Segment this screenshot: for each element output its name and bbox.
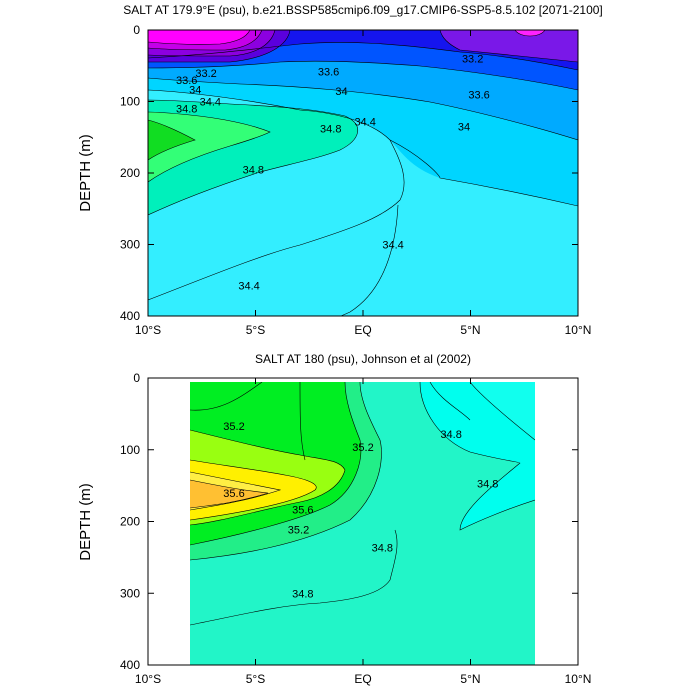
bottom-xtick-label: 10°S [135, 672, 161, 686]
bottom-panel: SALT AT 180 (psu), Johnson et al (2002) [77, 352, 591, 686]
top-line-34-4 [148, 89, 405, 301]
top-title: SALT AT 179.9°E (psu), b.e21.BSSP585cmip… [123, 3, 603, 17]
bottom-ytick-label: 300 [120, 586, 140, 600]
bottom-contour-label: 34.8 [440, 429, 461, 441]
bottom-contour-label: 34.8 [477, 478, 498, 490]
top-contour-label: 34 [189, 84, 201, 96]
top-fill-max [515, 30, 545, 36]
top-xtick-label: 5°N [460, 323, 480, 337]
top-ylabel: DEPTH (m) [77, 134, 94, 212]
top-fill-31-2 [148, 30, 250, 45]
top-axes: 10°S 5°S EQ 5°N 10°N 0 100 200 300 400 [120, 23, 591, 337]
top-fill-35-6 [148, 120, 195, 160]
top-ytick-label: 0 [133, 23, 140, 37]
bottom-xtick-label: 5°S [246, 672, 265, 686]
bottom-contour-label: 35.2 [352, 442, 373, 454]
top-line-33-2 [148, 42, 578, 71]
bottom-ytick-label: 0 [133, 371, 140, 385]
bot-line-35-4 [190, 382, 362, 546]
bottom-contour-label: 35.6 [292, 504, 313, 516]
top-line-33-6 [148, 60, 578, 91]
top-contour-label: 34 [335, 86, 347, 98]
bottom-contour-fill [190, 382, 535, 665]
bottom-ylabel: DEPTH (m) [77, 483, 94, 561]
bottom-xtick-label: EQ [354, 672, 371, 686]
top-contour-label: 34.4 [238, 280, 259, 292]
bottom-title: SALT AT 180 (psu), Johnson et al (2002) [255, 352, 471, 366]
top-contour-label: 33.6 [468, 89, 489, 101]
bottom-contour-label: 35.2 [288, 524, 309, 536]
top-contour-label: 33.6 [318, 66, 339, 78]
bottom-xtick-label: 5°N [460, 672, 480, 686]
bot-line-34-8 [190, 529, 398, 626]
top-xtick-label: EQ [354, 323, 371, 337]
bottom-contour-labels: 35.2 35.2 34.8 35.6 34.8 35.6 35.2 34.8 34.8 [223, 421, 498, 600]
bottom-ytick-label: 200 [120, 515, 140, 529]
top-contour-label: 34.8 [320, 124, 341, 136]
top-contour-label: 34.4 [382, 240, 403, 252]
bot-line-35-2 [190, 382, 382, 561]
bottom-contour-lines [190, 382, 535, 626]
bottom-contour-label: 34.8 [372, 542, 393, 554]
top-xtick-label: 10°S [135, 323, 161, 337]
top-xtick-label: 5°S [246, 323, 265, 337]
top-xtick-label: 10°N [565, 323, 592, 337]
top-contour-label: 34.8 [176, 104, 197, 116]
top-line-34-8 [148, 99, 358, 216]
bot-line-35-6 [190, 429, 346, 526]
bottom-contour-label: 35.6 [223, 488, 244, 500]
bottom-ytick-label: 100 [120, 443, 140, 457]
top-ytick-label: 300 [120, 238, 140, 252]
top-contour-label: 33.2 [195, 68, 216, 80]
top-line-34-0 [148, 77, 578, 141]
bottom-axes: 10°S 5°S EQ 5°N 10°N 0 100 200 300 400 [120, 371, 591, 686]
top-ytick-label: 400 [120, 309, 140, 323]
top-fill-35-2 [148, 112, 270, 182]
top-ytick-label: 100 [120, 95, 140, 109]
bottom-xtick-label: 10°N [565, 672, 592, 686]
bot-fill-high-east [470, 382, 535, 440]
top-contour-labels: 33.233.633.633.234 34 33.634.434.834.4 3434… [176, 54, 490, 293]
bottom-ytick-label: 400 [120, 658, 140, 672]
top-contour-label: 34.8 [243, 164, 264, 176]
top-ytick-label: 200 [120, 166, 140, 180]
top-panel: SALT AT 179.9°E (psu), b.e21.BSSP585cmip… [77, 3, 603, 337]
bot-fill-36-2 [190, 480, 268, 508]
top-contour-label: 34.4 [354, 117, 375, 129]
bottom-contour-label: 35.2 [223, 421, 244, 433]
top-contour-lines [148, 30, 578, 316]
bottom-contour-label: 34.8 [292, 588, 313, 600]
top-fill-32-4b [440, 30, 578, 62]
top-contour-label: 33.6 [176, 75, 197, 87]
top-contour-label: 34 [458, 122, 470, 134]
top-contour-label: 33.2 [462, 54, 483, 66]
top-contour-label: 34.4 [200, 97, 221, 109]
